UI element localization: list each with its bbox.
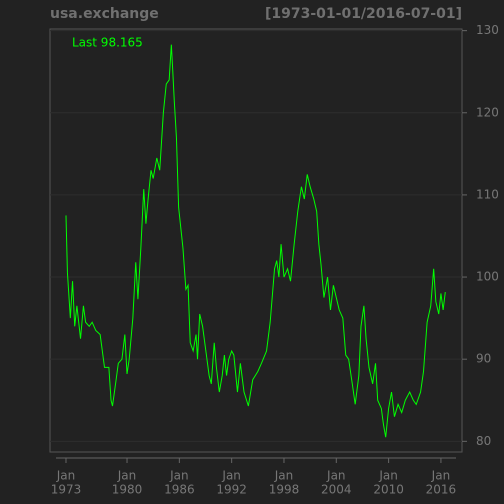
y-tick-label: 120 [476, 105, 499, 119]
x-tick-label: Jan [326, 469, 346, 483]
date-range: [1973-01-01/2016-07-01] [265, 6, 462, 22]
x-tick-label: 2016 [426, 483, 457, 497]
x-tick-label: Jan [221, 469, 241, 483]
y-tick-label: 110 [476, 187, 499, 201]
chart-title: usa.exchange [50, 6, 159, 22]
x-tick-label: 1980 [112, 483, 143, 497]
y-tick-label: 100 [476, 270, 499, 284]
x-tick-label: 1973 [51, 483, 82, 497]
y-tick-label: 90 [476, 352, 491, 366]
x-tick-label: 2010 [373, 483, 404, 497]
x-tick-label: 2004 [321, 483, 352, 497]
price-line [65, 44, 446, 438]
y-tick-label: 130 [476, 23, 499, 37]
x-tick-label: Jan [169, 469, 189, 483]
x-tick-label: Jan [274, 469, 294, 483]
x-tick-label: 1986 [164, 483, 195, 497]
x-tick-label: 1998 [269, 483, 300, 497]
x-tick-label: Jan [378, 469, 398, 483]
y-tick-label: 80 [476, 434, 491, 448]
x-tick-label: Jan [431, 469, 451, 483]
x-tick-label: Jan [117, 469, 137, 483]
plot-frame [49, 28, 463, 453]
x-tick-label: 1992 [216, 483, 247, 497]
last-value: Last 98.165 [72, 36, 143, 50]
x-tick-label: Jan [56, 469, 76, 483]
